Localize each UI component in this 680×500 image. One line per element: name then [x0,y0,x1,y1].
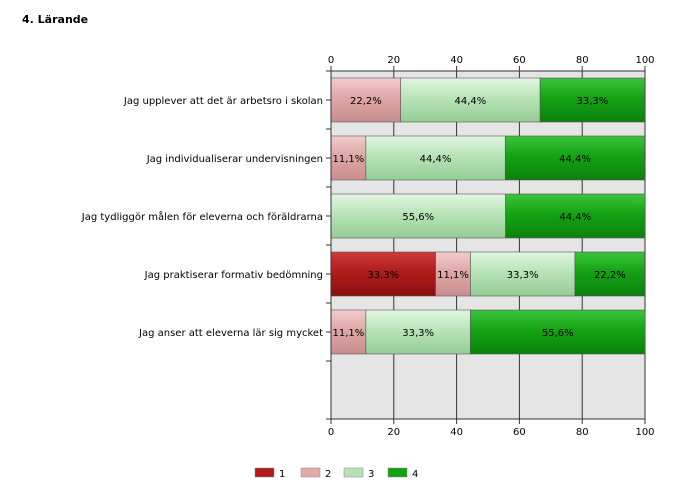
legend-label: 4 [412,469,418,480]
x-tick-label-bottom: 40 [450,427,463,438]
data-label: 11,1% [333,328,365,339]
x-tick-label-bottom: 80 [576,427,589,438]
bar-segment-series-3 [400,77,541,123]
section-title: 4. Lärande [22,13,89,26]
legend-label: 2 [325,469,331,480]
x-tick-label-bottom: 60 [513,427,526,438]
bar-segment-series-4 [505,193,646,239]
x-tick-label-top: 80 [576,55,589,66]
x-tick-label-top: 60 [513,55,526,66]
category-label: Jag praktiserar formativ bedömning [144,270,323,281]
data-label: 33,3% [577,96,609,107]
data-label: 44,4% [420,154,452,165]
data-label: 55,6% [542,328,574,339]
plot-area [331,71,645,419]
data-label: 33,3% [507,270,539,281]
x-tick-label-top: 100 [635,55,654,66]
x-tick-label-bottom: 0 [328,427,334,438]
legend-swatch [254,467,275,478]
data-label: 33,3% [367,270,399,281]
bar-segment-series-4 [539,77,645,123]
legend-label: 3 [368,469,374,480]
bar-segment-series-4 [504,135,645,181]
data-label: 44,4% [559,154,591,165]
bar-segment-series-2 [330,309,367,355]
bar-segment-series-3 [330,193,506,239]
bar-segment-series-3 [365,135,506,181]
bar-segment-series-2 [435,251,471,297]
bar-segment-series-4 [470,309,646,355]
category-label: Jag individualiserar undervisningen [146,154,323,165]
legend-swatch [343,467,364,478]
data-label: 44,4% [559,212,591,223]
bar-segment-series-3 [365,309,471,355]
data-label: 33,3% [402,328,434,339]
data-label: 11,1% [333,154,365,165]
data-label: 55,6% [402,212,434,223]
category-label: Jag anser att eleverna lär sig mycket [138,328,323,339]
x-tick-label-top: 20 [387,55,400,66]
category-label: Jag upplever att det är arbetsro i skola… [123,96,323,107]
legend-swatch [387,467,408,478]
x-tick-label-top: 40 [450,55,463,66]
x-tick-label-bottom: 20 [387,427,400,438]
data-label: 11,1% [437,270,469,281]
category-label: Jag tydliggör målen för eleverna och för… [81,210,323,223]
bar-segment-series-4 [574,251,645,297]
legend-label: 1 [279,469,285,480]
x-tick-label-bottom: 100 [635,427,654,438]
bar-segment-series-3 [470,251,576,297]
data-label: 22,2% [350,96,382,107]
data-label: 22,2% [594,270,626,281]
x-tick-label-top: 0 [328,55,334,66]
data-label: 44,4% [455,96,487,107]
legend-swatch [300,467,321,478]
